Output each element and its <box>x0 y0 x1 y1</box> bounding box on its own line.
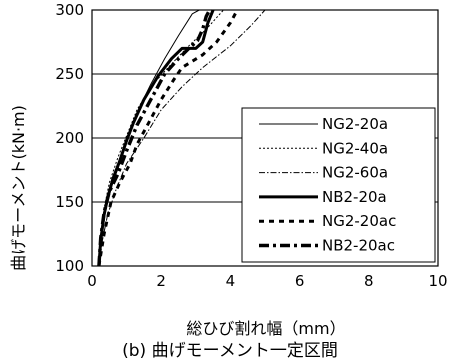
legend-label: NG2-20a <box>322 115 388 133</box>
x-tick-label: 2 <box>156 272 166 290</box>
legend: NG2-20a NG2-40a NG2-60a NB2-20a NG2-20ac NB2-… <box>241 107 436 263</box>
y-tick-label: 150 <box>55 193 84 211</box>
x-tick-label: 0 <box>87 272 97 290</box>
legend-label: NG2-40a <box>322 139 388 157</box>
legend-box <box>241 107 436 263</box>
x-tick-label: 8 <box>364 272 374 290</box>
x-tick-label: 6 <box>295 272 305 290</box>
legend-label: NG2-60a <box>322 164 388 182</box>
series-line-NB2-20ac <box>97 9 212 267</box>
tick-labels: 100 150 200 250 300 0 2 4 6 8 10 <box>55 1 447 290</box>
chart-caption: (b) 曲げモーメント一定区間 <box>122 341 338 361</box>
series-layer <box>97 9 266 267</box>
plot-frame <box>91 9 439 267</box>
legend-label: NG2-20ac <box>322 212 396 230</box>
y-tick-label: 200 <box>55 129 84 147</box>
series-line-NB2-20a <box>97 9 215 267</box>
y-tick-label: 100 <box>55 257 84 275</box>
series-line-NG2-60a <box>98 9 266 267</box>
x-tick-label: 4 <box>226 272 236 290</box>
y-tick-label: 250 <box>55 65 84 83</box>
legend-label: NB2-20ac <box>322 237 395 255</box>
x-tick-label: 10 <box>428 272 447 290</box>
y-tick-label: 300 <box>55 1 84 19</box>
series-line-NG2-20ac <box>97 9 239 267</box>
x-axis-title: 総ひび割れ幅（mm） <box>186 319 345 338</box>
y-axis-title: 曲げモーメント(kN·m) <box>9 105 28 271</box>
legend-label: NB2-20a <box>322 188 387 206</box>
